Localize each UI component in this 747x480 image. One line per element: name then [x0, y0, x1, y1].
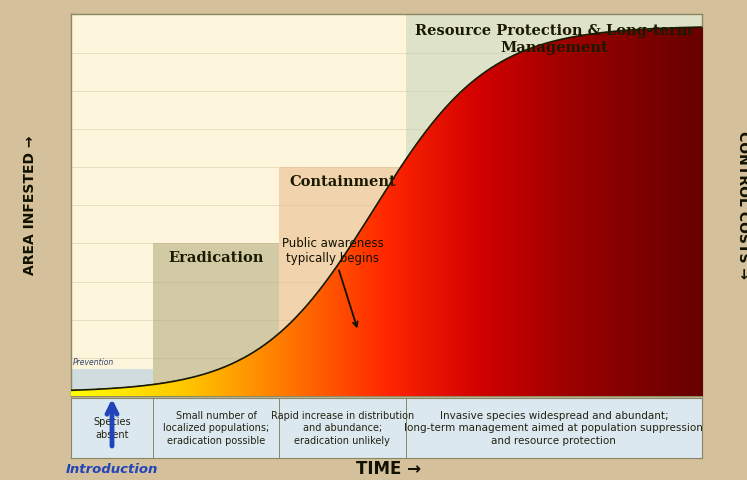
Text: Containment: Containment [289, 175, 396, 189]
Text: AREA INFESTED →: AREA INFESTED → [23, 135, 37, 275]
Text: Invasive species widespread and abundant;
long-term management aimed at populati: Invasive species widespread and abundant… [404, 411, 703, 446]
Text: Rapid increase in distribution
and abundance;
eradication unlikely: Rapid increase in distribution and abund… [270, 411, 414, 446]
Text: CONTROL COSTS →: CONTROL COSTS → [737, 131, 747, 279]
Text: Small number of
localized populations;
eradication possible: Small number of localized populations; e… [163, 411, 269, 446]
Text: Resource Protection & Long-term
Management: Resource Protection & Long-term Manageme… [415, 24, 692, 55]
Text: Introduction: Introduction [66, 463, 158, 476]
Text: Eradication: Eradication [169, 251, 264, 265]
Text: Prevention: Prevention [73, 359, 114, 367]
Text: Species
absent: Species absent [93, 417, 131, 440]
Bar [71, 369, 153, 396]
Bar [279, 167, 406, 396]
Bar [406, 14, 702, 243]
Text: TIME →: TIME → [356, 460, 421, 478]
Text: Public awareness
typically begins: Public awareness typically begins [282, 237, 384, 326]
Bar [153, 243, 279, 396]
